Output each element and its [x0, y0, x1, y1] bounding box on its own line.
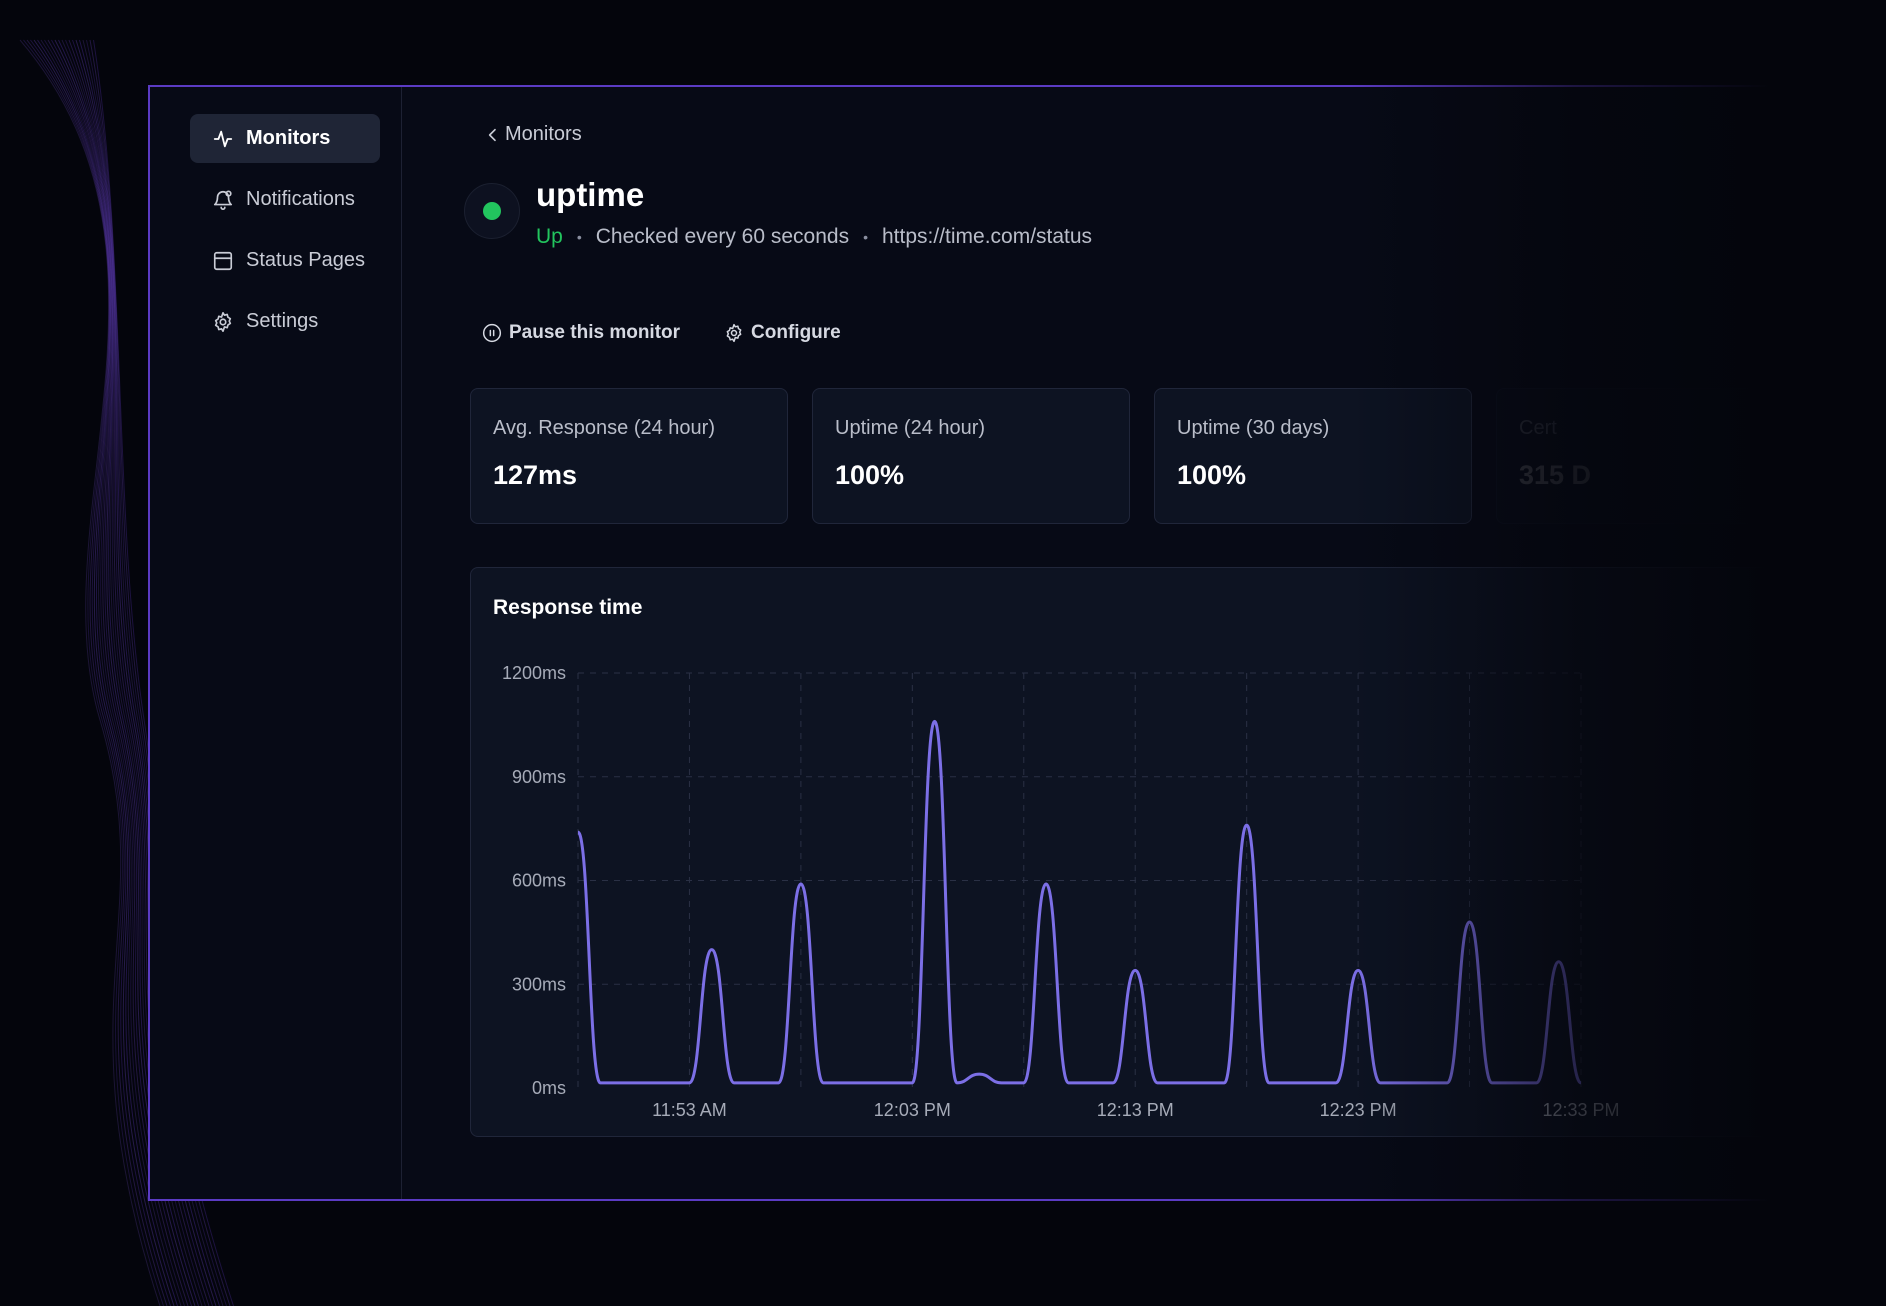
app-window: Monitors Notifications Status Pages Sett… [148, 85, 1886, 1201]
wave-line [61, 39, 203, 1306]
back-link[interactable]: Monitors [485, 123, 582, 146]
wave-line [30, 39, 171, 1306]
wave-line [51, 39, 192, 1306]
sidebar-item-label: Settings [246, 310, 319, 332]
x-tick-label: 12:03 PM [874, 1100, 951, 1120]
monitor-actions: Pause this monitor Configure [482, 322, 885, 344]
stat-value: 127ms [493, 460, 578, 490]
sidebar-item-label: Status Pages [246, 249, 365, 271]
wave-line [58, 39, 199, 1306]
sidebar-item-status-pages[interactable]: Status Pages [190, 236, 380, 285]
chevron-left-icon [488, 128, 496, 141]
wave-line [23, 39, 164, 1306]
back-link-label: Monitors [505, 123, 582, 145]
stat-label: Uptime (30 days) [1177, 417, 1330, 439]
response-time-series-line [576, 719, 1583, 1085]
y-tick-label: 900ms [512, 767, 566, 787]
status-dot [483, 202, 501, 220]
sidebar-item-notifications[interactable]: Notifications [190, 175, 380, 224]
separator-dot: • [576, 229, 582, 245]
response-time-chart-card: 0ms 300ms 600ms 900ms 1200ms 11:53 AM 12:03 PM… [470, 567, 1790, 1137]
sidebar-item-label: Monitors [246, 127, 331, 149]
response-time-chart: 0ms 300ms 600ms 900ms 1200ms 11:53 AM 12:03 PM… [502, 663, 1620, 1120]
configure-button[interactable]: Configure [724, 322, 841, 344]
wave-line [54, 39, 196, 1306]
monitor-details: Up • Checked every 60 seconds • https://… [536, 225, 1092, 249]
separator-dot: • [863, 229, 868, 245]
gear-icon [212, 311, 234, 333]
x-tick-label: 12:33 PM [1542, 1100, 1619, 1120]
wave-line [26, 39, 168, 1306]
pause-button-label: Pause this monitor [509, 322, 681, 343]
stat-label: Cert [1519, 417, 1557, 439]
stat-card-uptime-30d: Uptime (30 days) 100% [1154, 388, 1472, 524]
sidebar-item-settings[interactable]: Settings [190, 297, 380, 346]
pause-circle-icon [482, 323, 502, 343]
activity-icon [212, 128, 234, 150]
stat-value: 100% [1177, 460, 1247, 490]
wave-line [19, 39, 161, 1306]
status-indicator [464, 183, 520, 239]
wave-line [37, 39, 178, 1306]
x-tick-label: 12:13 PM [1097, 1100, 1174, 1120]
wave-line [40, 39, 182, 1306]
main-content: Monitors uptime Up • Checked every 60 se… [402, 87, 1886, 1199]
y-tick-label: 300ms [512, 974, 566, 994]
layout-icon [212, 250, 234, 272]
wave-line [47, 39, 189, 1306]
stat-value: 315 D [1519, 460, 1592, 490]
stat-card-uptime-24h: Uptime (24 hour) 100% [812, 388, 1130, 524]
wave-line [44, 39, 185, 1306]
stat-card-avg-response: Avg. Response (24 hour) 127ms [470, 388, 788, 524]
pause-button[interactable]: Pause this monitor [482, 322, 680, 344]
sidebar-item-monitors[interactable]: Monitors [190, 114, 380, 163]
status-text: Up [536, 225, 563, 248]
bell-icon [212, 189, 234, 211]
stat-value: 100% [835, 460, 905, 490]
configure-button-label: Configure [751, 322, 841, 343]
sidebar: Monitors Notifications Status Pages Sett… [150, 87, 402, 1199]
chart-title: Response time [493, 596, 643, 619]
y-tick-label: 600ms [512, 871, 566, 891]
stat-label: Uptime (24 hour) [835, 417, 986, 439]
y-tick-label: 1200ms [502, 663, 566, 683]
stat-label: Avg. Response (24 hour) [493, 417, 715, 439]
wave-line [33, 39, 175, 1306]
stat-card-cert: Cert 315 D [1496, 388, 1814, 524]
x-tick-label: 12:23 PM [1320, 1100, 1397, 1120]
check-interval: Checked every 60 seconds [595, 225, 850, 248]
y-tick-label: 0ms [532, 1078, 566, 1098]
x-tick-label: 11:53 AM [652, 1100, 727, 1120]
page-title: uptime [536, 176, 645, 213]
gear-icon [726, 323, 742, 343]
monitor-url[interactable]: https://time.com/status [881, 225, 1093, 248]
sidebar-item-label: Notifications [246, 188, 355, 210]
